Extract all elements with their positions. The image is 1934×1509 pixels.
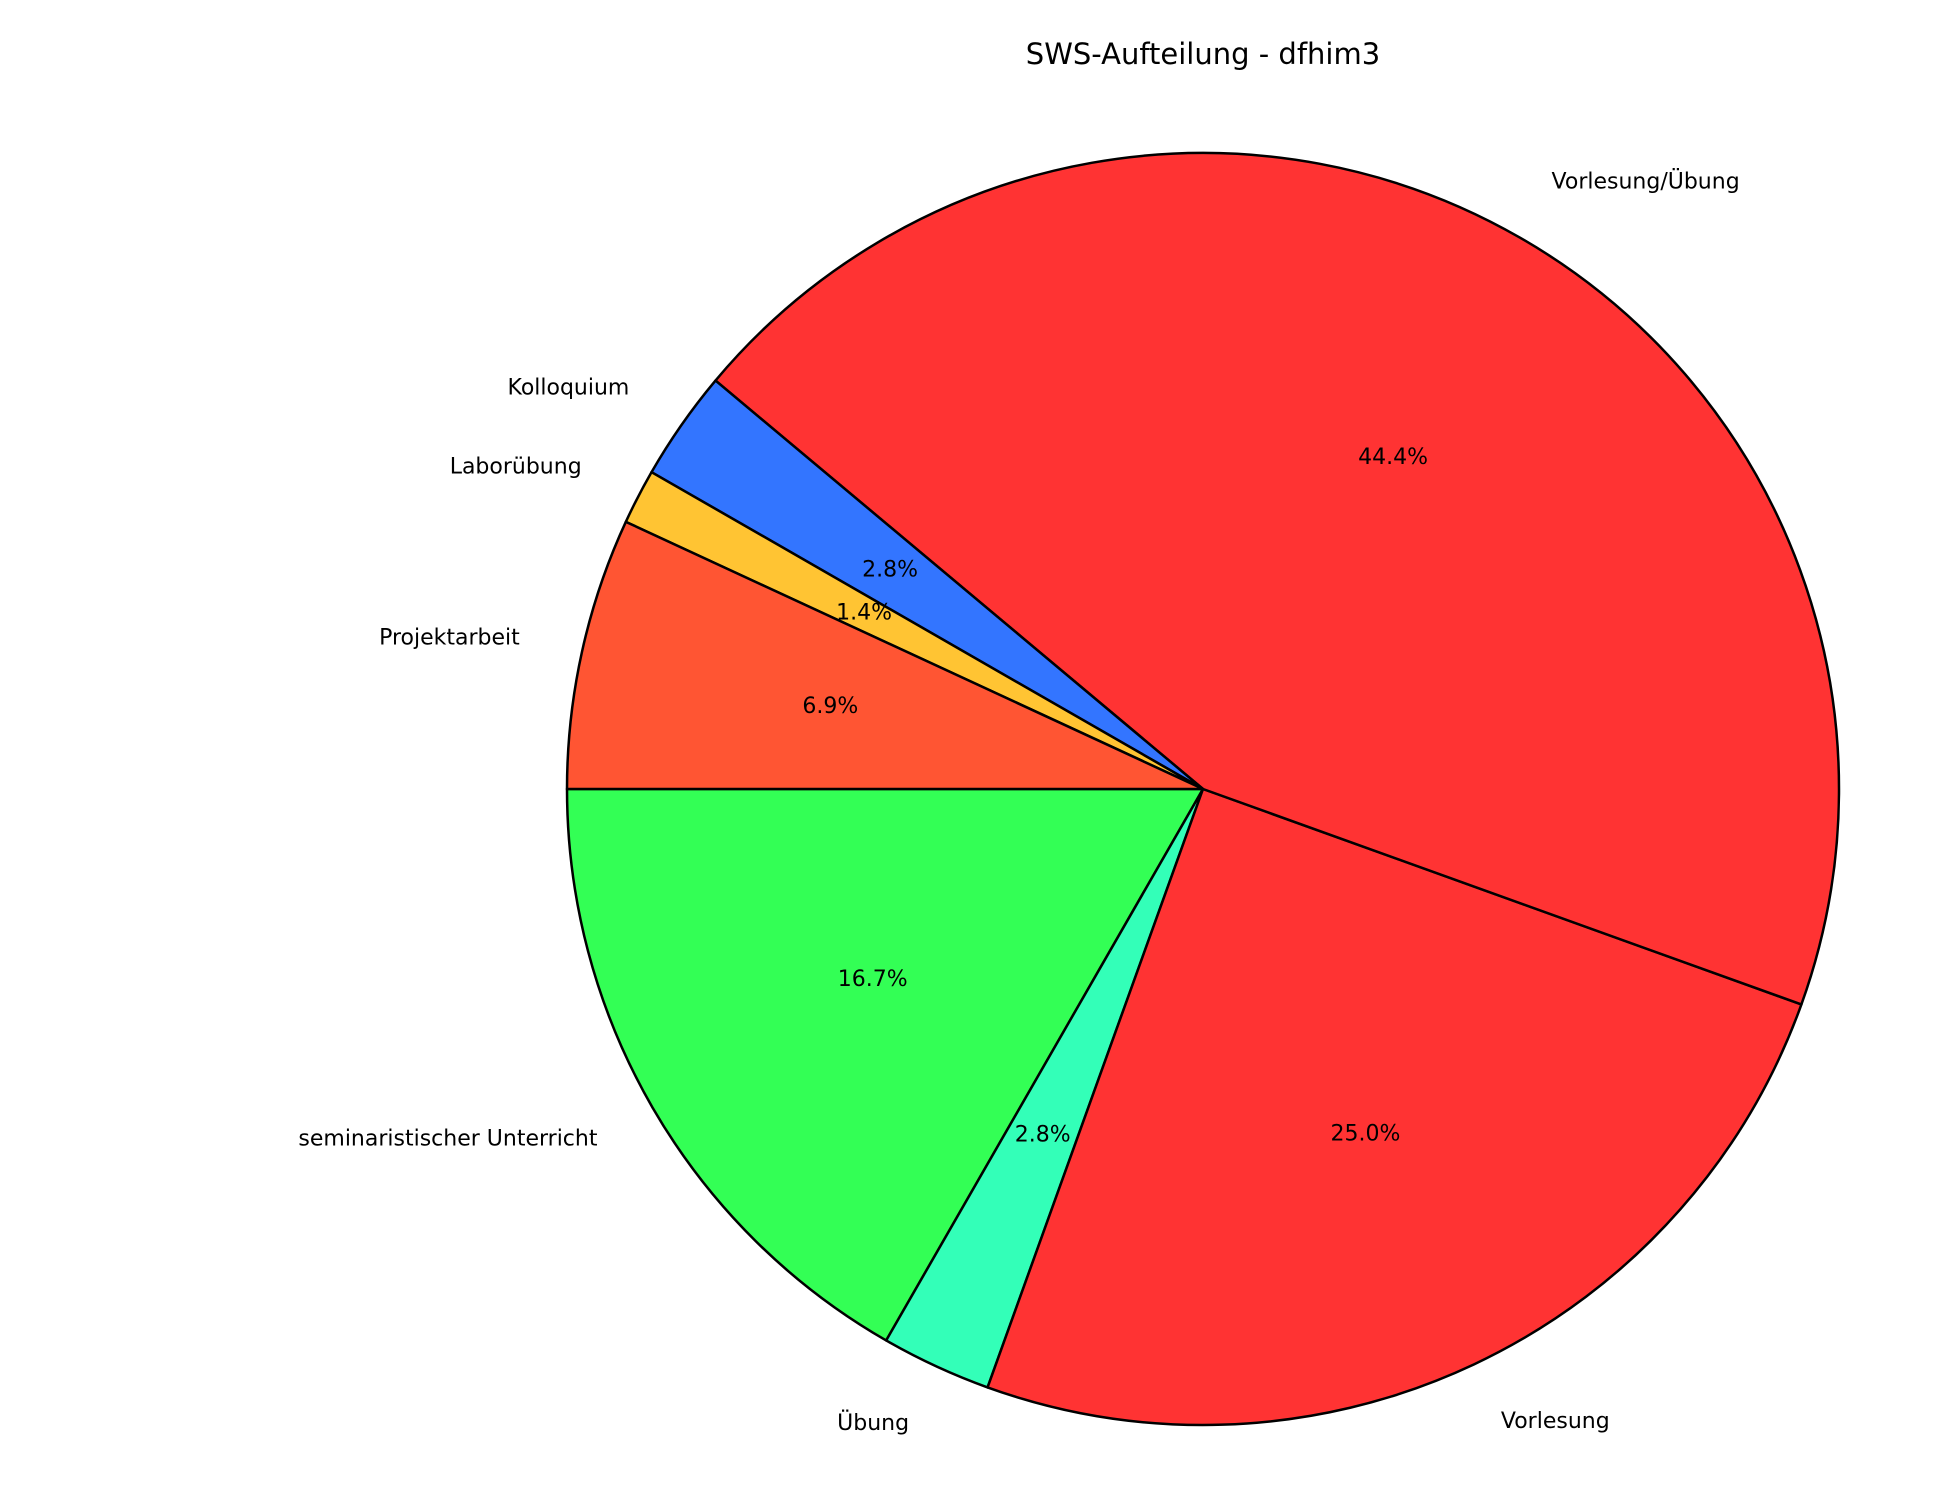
slice-label: Kolloquium (507, 376, 629, 401)
slice-label: Projektarbeit (379, 626, 520, 651)
slice-label: Vorlesung (1501, 1409, 1610, 1434)
slice-label: Laborübung (450, 454, 582, 479)
value-label: 25.0% (1331, 1121, 1401, 1146)
pie-slice (714, 151, 1841, 1006)
chart-title: SWS-Aufteilung - dfhim3 (1026, 37, 1380, 71)
value-label: 2.8% (1015, 1122, 1071, 1147)
pie-slice (986, 787, 1803, 1427)
value-label: 1.4% (836, 601, 892, 626)
value-label: 6.9% (802, 694, 858, 719)
slice-label: Übung (837, 1410, 909, 1436)
pie-slice (565, 520, 1205, 791)
slice-label: Vorlesung/Übung (1552, 168, 1740, 194)
slice-label: seminaristischer Unterricht (298, 1126, 597, 1151)
value-label: 16.7% (838, 967, 908, 992)
value-label: 2.8% (862, 558, 918, 583)
value-label: 44.4% (1358, 445, 1428, 470)
pie-slice (565, 787, 1205, 1342)
